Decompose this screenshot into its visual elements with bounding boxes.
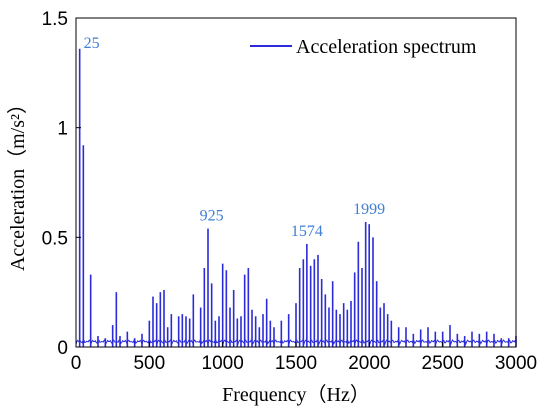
peak-annotations: 25 925 1574 1999 — [84, 35, 386, 240]
peak-annotation: 25 — [84, 35, 100, 52]
noise-floor-line — [75, 339, 517, 346]
peak-annotation: 1999 — [353, 201, 385, 218]
x-axis-ticks: 0 500 1000 1500 2000 2500 3000 — [71, 342, 537, 374]
x-tick-label: 500 — [133, 353, 165, 374]
y-tick-label: 0 — [57, 338, 68, 359]
y-tick-label: 1.5 — [42, 9, 68, 30]
x-axis-label: Frequency（Hz） — [222, 383, 370, 406]
spectrum-baseline — [75, 339, 517, 346]
peak-annotation: 1574 — [291, 223, 323, 240]
y-tick-label: 0.5 — [42, 228, 68, 249]
y-tick-label: 1 — [57, 119, 68, 140]
legend-entry: Acceleration spectrum — [296, 36, 477, 58]
y-axis-ticks: 0 0.5 1 1.5 — [42, 9, 81, 359]
x-tick-label: 3000 — [495, 353, 537, 374]
y-axis-label: Acceleration（m/s²） — [6, 94, 29, 271]
peak-annotation: 925 — [200, 208, 224, 225]
x-tick-label: 2500 — [422, 353, 464, 374]
x-tick-label: 2000 — [348, 353, 390, 374]
legend: Acceleration spectrum — [250, 36, 477, 58]
plot-frame — [75, 17, 517, 348]
x-tick-label: 0 — [71, 353, 82, 374]
x-tick-label: 1000 — [202, 353, 244, 374]
spectrum-bars — [78, 48, 517, 347]
x-tick-label: 1500 — [275, 353, 317, 374]
axes — [75, 17, 517, 348]
